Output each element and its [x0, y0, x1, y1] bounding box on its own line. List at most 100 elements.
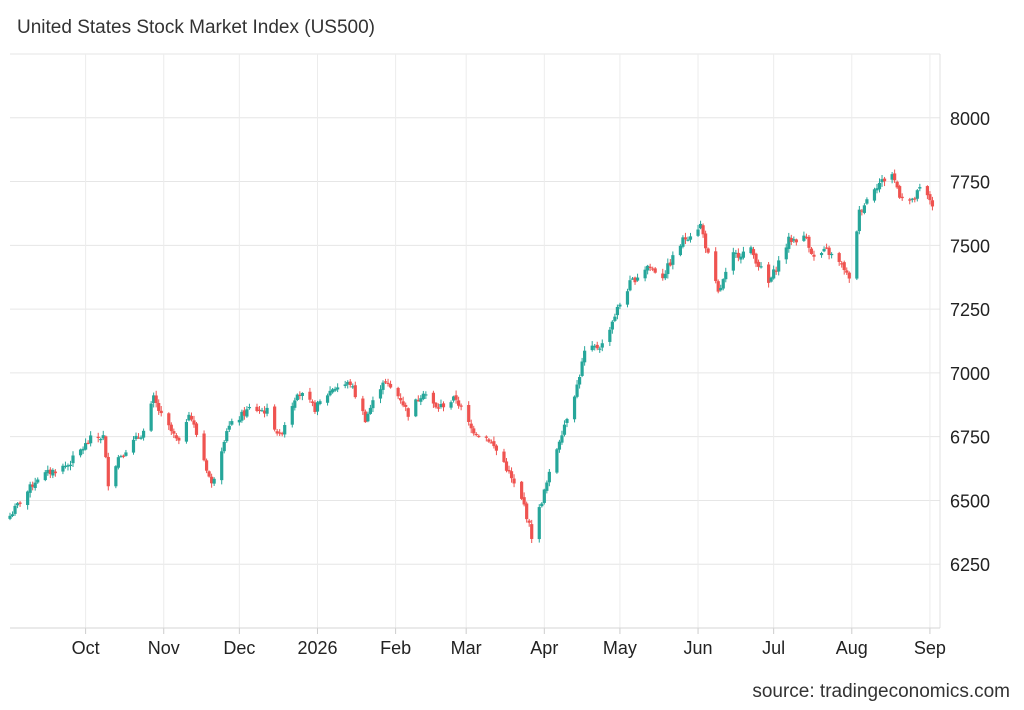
- x-tick-label: Nov: [148, 638, 180, 658]
- candle: [626, 289, 629, 308]
- x-tick-label: Apr: [530, 638, 558, 658]
- candle: [636, 274, 639, 282]
- candle: [336, 383, 339, 392]
- candle: [828, 246, 831, 259]
- candle: [777, 256, 780, 275]
- x-tick-label: Dec: [223, 638, 255, 658]
- candle: [530, 520, 533, 543]
- candle: [205, 459, 208, 474]
- candles: [8, 170, 934, 543]
- candle: [202, 430, 205, 461]
- candle: [525, 502, 528, 523]
- candle: [308, 388, 311, 403]
- candle: [487, 438, 490, 443]
- candle: [858, 206, 861, 234]
- candle: [654, 267, 657, 274]
- candle: [354, 382, 357, 399]
- candle: [89, 431, 92, 446]
- x-tick-label: Mar: [451, 638, 482, 658]
- x-tick-label: May: [603, 638, 637, 658]
- candle: [767, 262, 770, 288]
- x-tick-label: Oct: [72, 638, 100, 658]
- candle: [99, 438, 102, 444]
- candle: [84, 438, 87, 450]
- candle: [220, 448, 223, 485]
- candle: [422, 391, 425, 400]
- candle: [865, 197, 868, 205]
- candle: [71, 451, 74, 467]
- x-tick-label: Sep: [914, 638, 946, 658]
- candle: [414, 399, 417, 417]
- x-tick-label: Jul: [762, 638, 785, 658]
- candle: [26, 491, 29, 510]
- y-tick-label: 7750: [950, 173, 990, 193]
- candle: [301, 392, 304, 400]
- candle: [855, 231, 858, 280]
- candle: [717, 279, 720, 293]
- y-tick-label: 8000: [950, 109, 990, 129]
- candle: [681, 235, 684, 248]
- candle: [134, 433, 137, 441]
- candle: [893, 170, 896, 183]
- candle: [195, 422, 198, 437]
- candle: [8, 513, 11, 520]
- candle: [689, 233, 692, 243]
- source-credit: source: tradingeconomics.com: [752, 681, 1010, 703]
- candle: [107, 453, 110, 491]
- candle: [543, 489, 546, 505]
- candle: [104, 435, 107, 458]
- candle: [802, 232, 805, 242]
- candle: [795, 239, 798, 246]
- candle: [608, 327, 611, 346]
- candle: [772, 266, 775, 280]
- candle: [520, 481, 523, 500]
- candle: [225, 428, 228, 443]
- candle: [467, 401, 470, 425]
- candle: [714, 247, 717, 283]
- candle: [114, 465, 117, 488]
- candle: [283, 422, 286, 437]
- candle: [538, 504, 541, 542]
- candle: [555, 448, 558, 474]
- candle: [273, 404, 276, 431]
- axes: 62506500675070007250750077508000Oct Nov De…: [10, 54, 990, 658]
- candle: [628, 276, 631, 292]
- candle: [863, 203, 866, 214]
- candle: [442, 401, 445, 411]
- candle: [208, 470, 211, 477]
- candle: [502, 449, 505, 463]
- candle: [820, 252, 823, 258]
- x-tick-label: Aug: [836, 638, 868, 658]
- candle: [61, 464, 64, 474]
- candle: [407, 407, 410, 420]
- candle: [495, 444, 498, 455]
- candle: [397, 387, 400, 399]
- candle: [326, 394, 329, 406]
- y-tick-label: 6500: [950, 491, 990, 511]
- candle: [276, 429, 279, 436]
- candle: [124, 450, 127, 457]
- candle: [732, 248, 735, 275]
- y-tick-label: 6750: [950, 428, 990, 448]
- candle: [918, 184, 921, 191]
- grid: [10, 54, 940, 628]
- candle: [265, 404, 268, 417]
- y-tick-label: 7000: [950, 364, 990, 384]
- candle: [449, 400, 452, 409]
- candle: [97, 433, 100, 443]
- candle: [230, 419, 233, 426]
- candle: [185, 419, 188, 444]
- x-tick-label: Jun: [684, 638, 713, 658]
- candle: [150, 401, 153, 432]
- candle: [573, 395, 576, 422]
- candle: [707, 247, 710, 253]
- x-tick-label: 2026: [297, 638, 337, 658]
- candle: [822, 246, 825, 252]
- candle: [248, 404, 251, 410]
- candle: [296, 393, 299, 401]
- candle: [671, 251, 674, 269]
- candle: [810, 247, 813, 255]
- y-tick-label: 7250: [950, 300, 990, 320]
- candle: [848, 271, 851, 283]
